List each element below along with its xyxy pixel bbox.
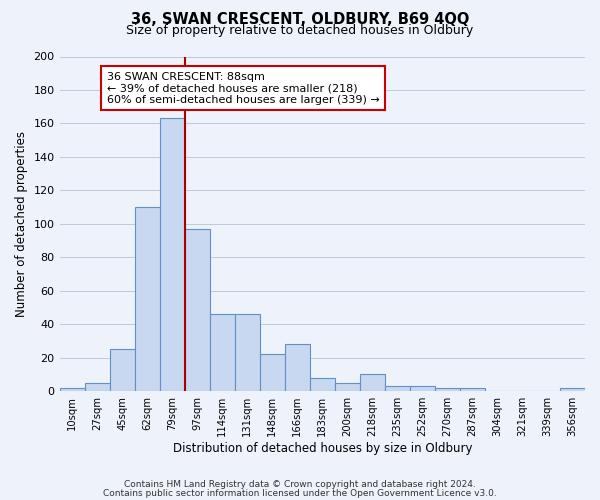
Y-axis label: Number of detached properties: Number of detached properties	[15, 131, 28, 317]
Bar	[385, 386, 410, 391]
Bar	[160, 118, 185, 391]
Text: 36 SWAN CRESCENT: 88sqm
← 39% of detached houses are smaller (218)
60% of semi-d: 36 SWAN CRESCENT: 88sqm ← 39% of detache…	[107, 72, 380, 105]
Bar	[460, 388, 485, 391]
Text: 36, SWAN CRESCENT, OLDBURY, B69 4QQ: 36, SWAN CRESCENT, OLDBURY, B69 4QQ	[131, 12, 469, 28]
Text: Contains HM Land Registry data © Crown copyright and database right 2024.: Contains HM Land Registry data © Crown c…	[124, 480, 476, 489]
Bar	[560, 388, 585, 391]
Text: Contains public sector information licensed under the Open Government Licence v3: Contains public sector information licen…	[103, 488, 497, 498]
Bar	[410, 386, 435, 391]
Bar	[59, 388, 85, 391]
Bar	[310, 378, 335, 391]
Bar	[235, 314, 260, 391]
Bar	[260, 354, 285, 391]
Bar	[285, 344, 310, 391]
Bar	[209, 314, 235, 391]
Bar	[185, 229, 209, 391]
X-axis label: Distribution of detached houses by size in Oldbury: Distribution of detached houses by size …	[173, 442, 472, 455]
Text: Size of property relative to detached houses in Oldbury: Size of property relative to detached ho…	[127, 24, 473, 37]
Bar	[134, 207, 160, 391]
Bar	[110, 350, 134, 391]
Bar	[360, 374, 385, 391]
Bar	[85, 383, 110, 391]
Bar	[335, 383, 360, 391]
Bar	[435, 388, 460, 391]
